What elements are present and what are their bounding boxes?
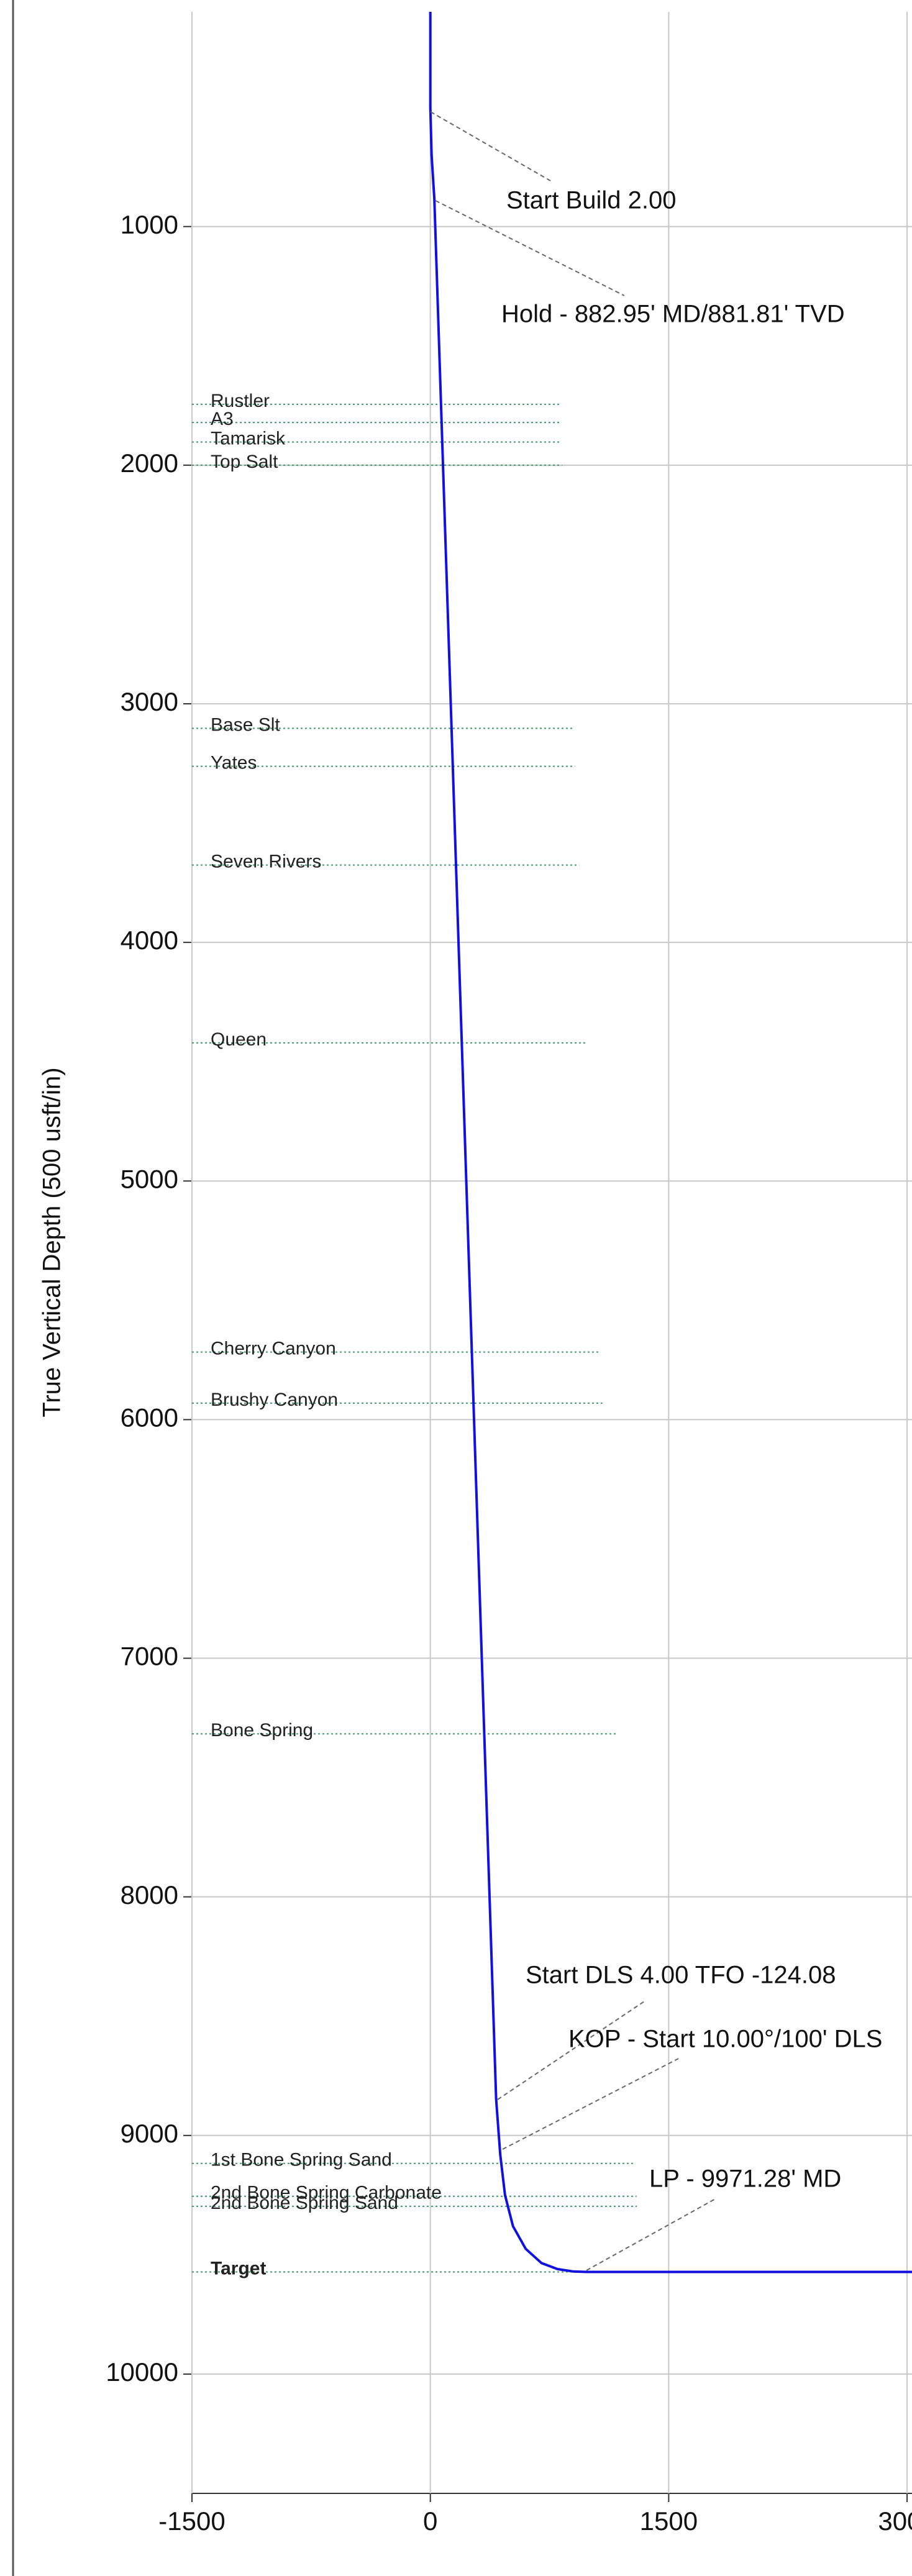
y-tick-label: 8000 xyxy=(121,1880,178,1909)
formation-label: Base Slt xyxy=(211,714,280,735)
formation-label: Top Salt xyxy=(211,452,278,472)
formation-label: 1st Bone Spring Sand xyxy=(211,2150,392,2170)
formation-label: Yates xyxy=(211,753,257,773)
formation-label: Brushy Canyon xyxy=(211,1390,338,1410)
formation-label: Rustler xyxy=(211,391,270,411)
formation-label: 2nd Bone Spring Carbonate xyxy=(211,2183,442,2203)
y-tick-label: 4000 xyxy=(121,926,178,955)
annotation-leader xyxy=(435,200,625,296)
formation-label: Queen xyxy=(211,1029,267,1050)
formation-label: Seven Rivers xyxy=(211,852,321,872)
well-path xyxy=(429,12,912,2273)
y-tick-label: 2000 xyxy=(121,448,178,478)
y-tick-label: 5000 xyxy=(121,1164,178,1193)
annotation: KOP - Start 10.00°/100' DLS xyxy=(568,2026,882,2053)
y-tick-label: 9000 xyxy=(121,2119,178,2148)
x-tick-label: -1500 xyxy=(158,2506,225,2536)
x-tick-label: 3000 xyxy=(878,2506,912,2536)
annotation-leader xyxy=(502,2058,679,2150)
y-tick-label: 7000 xyxy=(121,1642,178,1671)
x-tick-label: 0 xyxy=(423,2506,437,2536)
y-axis-label: True Vertical Depth (500 usft/in) xyxy=(39,1067,66,1417)
formation-label: Target xyxy=(211,2258,266,2278)
y-tick-label: 6000 xyxy=(121,1403,178,1432)
annotation: Start DLS 4.00 TFO -124.08 xyxy=(526,1962,836,1989)
annotation: LP - 9971.28' MD xyxy=(649,2165,841,2193)
annotation: Hold - 882.95' MD/881.81' TVD xyxy=(501,301,845,328)
annotation: Start Build 2.00 xyxy=(506,187,677,214)
y-tick-label: 3000 xyxy=(121,687,178,716)
annotation-leader xyxy=(586,2198,717,2271)
y-tick-label: 1000 xyxy=(121,210,178,239)
formation-label: Bone Spring xyxy=(211,1720,313,1741)
x-tick-label: 1500 xyxy=(640,2506,698,2536)
formation-label: Tamarisk xyxy=(211,429,286,449)
annotation-leader xyxy=(430,111,551,181)
y-tick-label: 10000 xyxy=(106,2357,178,2387)
formation-label: 2nd Bone Spring Sand xyxy=(211,2193,398,2213)
formation-label: Cherry Canyon xyxy=(211,1339,336,1359)
formation-label: A3 xyxy=(211,409,234,429)
